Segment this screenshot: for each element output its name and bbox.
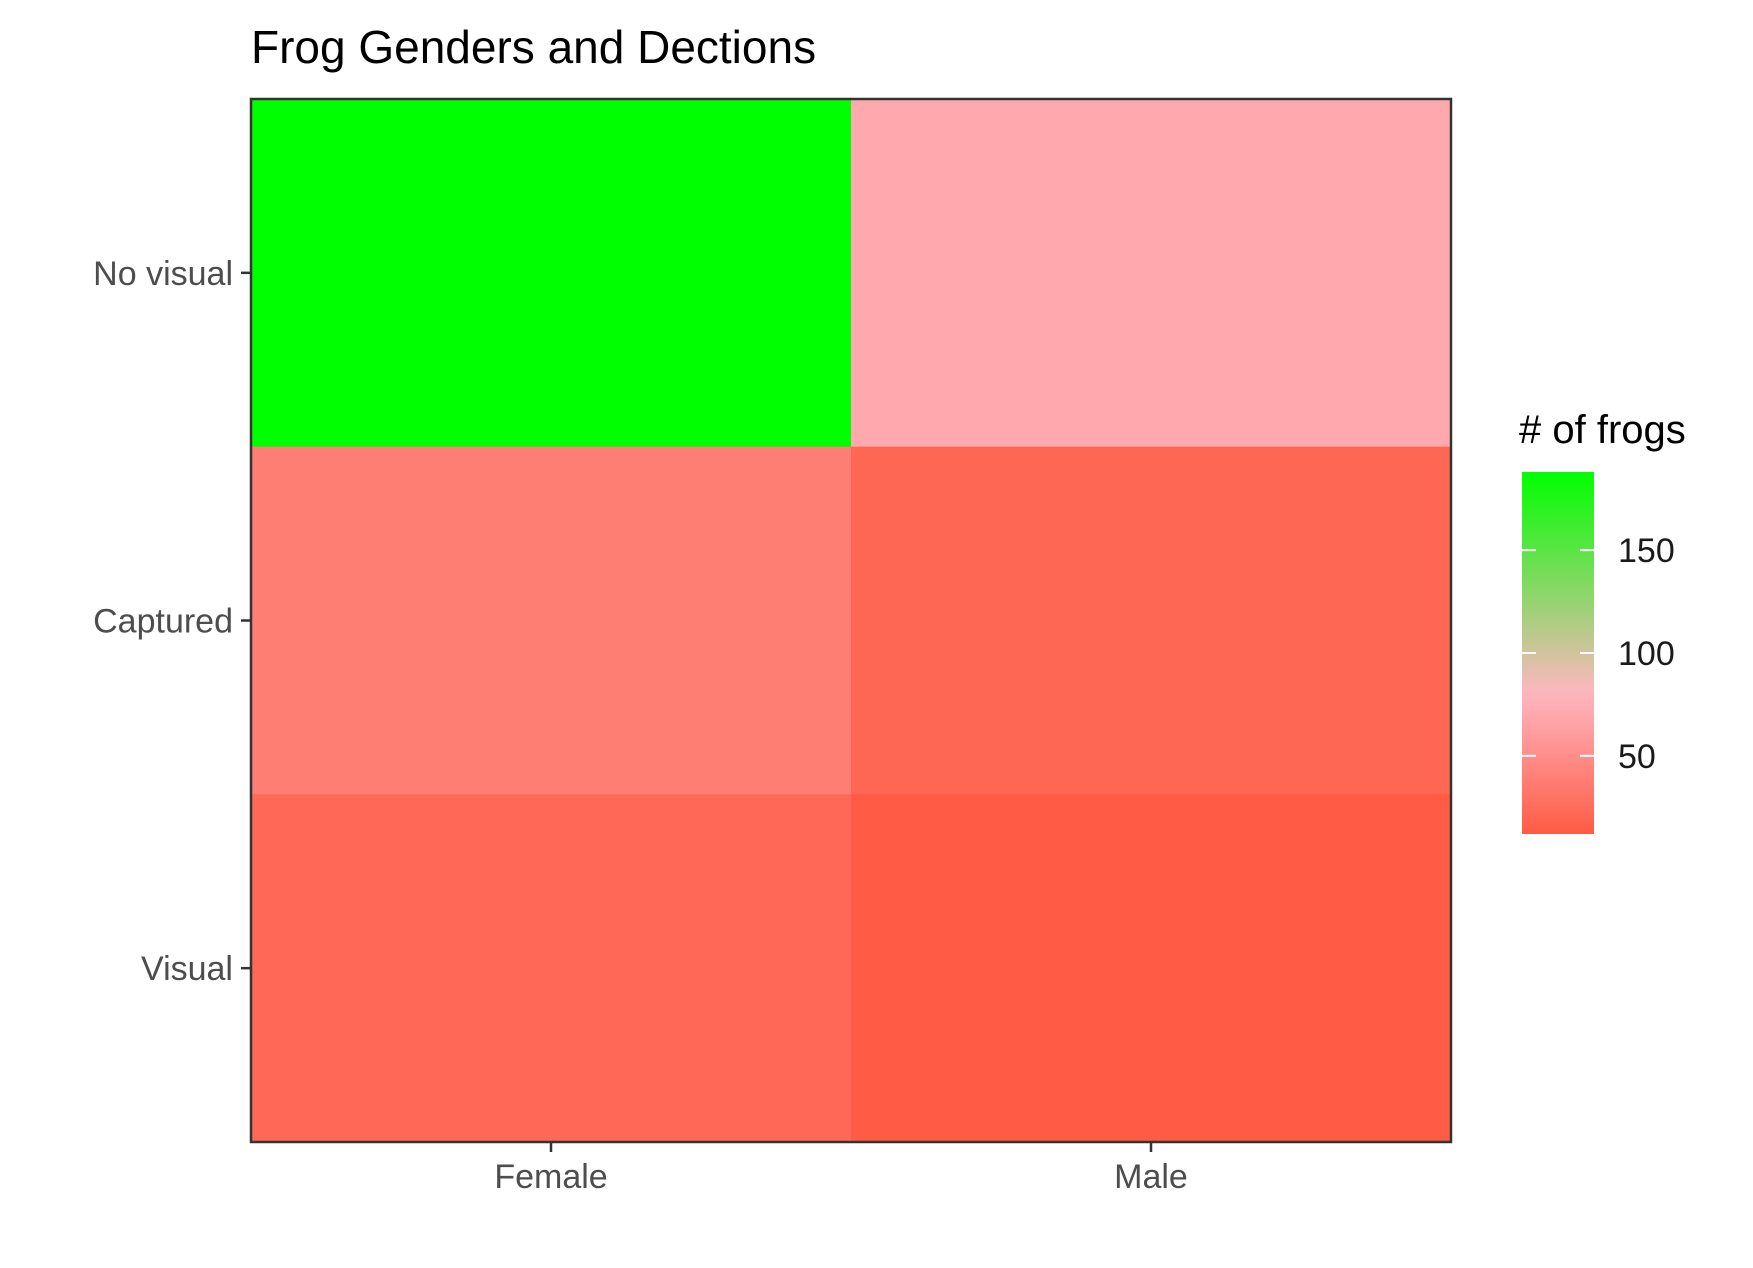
legend-title: # of frogs <box>1519 408 1686 452</box>
legend-ticks: 50 100 150 <box>1522 532 1675 776</box>
heatmap-cell-female-no-visual <box>251 99 852 448</box>
heatmap-cell-male-visual <box>851 794 1452 1143</box>
x-tick-label: Male <box>1114 1158 1188 1196</box>
color-legend: # of frogs 50 100 150 <box>1519 408 1686 834</box>
x-axis: Female Male <box>494 1142 1188 1196</box>
chart-title: Frog Genders and Dections <box>251 21 816 73</box>
legend-tick-label: 100 <box>1618 635 1675 673</box>
x-tick-label: Female <box>494 1158 607 1196</box>
heatmap-cells <box>251 99 1452 1143</box>
heatmap-cell-female-visual <box>251 794 852 1143</box>
legend-tick-label: 50 <box>1618 738 1656 776</box>
heatmap-cell-male-captured <box>851 446 1452 795</box>
heatmap-cell-female-captured <box>251 446 852 795</box>
heatmap-cell-male-no-visual <box>851 99 1452 448</box>
legend-tick-label: 150 <box>1618 532 1675 570</box>
y-axis: No visual Captured Visual <box>93 255 251 988</box>
y-tick-label: No visual <box>93 255 233 293</box>
y-tick-label: Visual <box>141 950 233 988</box>
y-tick-label: Captured <box>93 603 233 641</box>
